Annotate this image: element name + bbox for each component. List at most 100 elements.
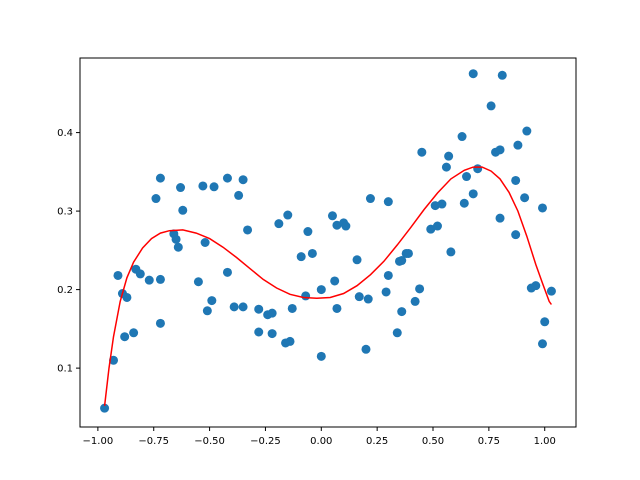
scatter-point bbox=[495, 145, 505, 155]
y-tick-label: 0.1 bbox=[57, 364, 73, 375]
scatter-point bbox=[444, 151, 454, 161]
y-axis-ticks: 0.1 0.2 0.3 0.4 bbox=[57, 128, 80, 375]
x-tick-label: 0.00 bbox=[310, 436, 332, 447]
x-tick-label: 0.25 bbox=[366, 436, 388, 447]
scatter-point bbox=[254, 327, 264, 337]
x-tick-label: −1.00 bbox=[83, 436, 114, 447]
scatter-point bbox=[361, 344, 371, 354]
fit-curve-series bbox=[103, 166, 553, 406]
scatter-point bbox=[426, 224, 436, 234]
scatter-point bbox=[441, 162, 451, 172]
scatter-point bbox=[155, 318, 165, 328]
scatter-point bbox=[113, 270, 123, 280]
scatter-point bbox=[109, 355, 119, 365]
scatter-point bbox=[200, 238, 210, 247]
scatter-point bbox=[285, 336, 295, 346]
scatter-point bbox=[468, 69, 478, 79]
scatter-point bbox=[155, 274, 165, 284]
scatter-point bbox=[511, 230, 521, 240]
scatter-point bbox=[457, 132, 467, 142]
y-tick-label: 0.2 bbox=[57, 285, 73, 296]
fit-curve-line bbox=[103, 166, 553, 406]
scatter-point bbox=[513, 140, 523, 150]
scatter-point bbox=[392, 328, 402, 338]
scatter-point bbox=[120, 332, 130, 342]
scatter-point bbox=[383, 270, 393, 280]
scatter-point bbox=[301, 291, 311, 301]
scatter-point bbox=[468, 189, 478, 199]
scatter-point bbox=[178, 205, 188, 215]
scatter-point bbox=[430, 201, 440, 211]
scatter-point bbox=[537, 203, 547, 213]
scatter-point bbox=[410, 296, 420, 306]
scatter-point bbox=[531, 281, 541, 291]
scatter-point bbox=[459, 198, 469, 208]
scatter-point bbox=[129, 328, 139, 338]
scatter-point bbox=[397, 307, 407, 317]
scatter-point bbox=[287, 303, 297, 313]
scatter-point bbox=[155, 173, 165, 183]
x-tick-label: 0.75 bbox=[478, 436, 500, 447]
scatter-point bbox=[446, 247, 456, 257]
scatter-point bbox=[511, 175, 521, 185]
scatter-point bbox=[202, 306, 212, 316]
scatter-point bbox=[365, 194, 375, 204]
scatter-point bbox=[283, 210, 293, 220]
scatter-point bbox=[363, 294, 373, 304]
scatter-point bbox=[274, 219, 284, 229]
scatter-point bbox=[222, 267, 232, 277]
y-tick-label: 0.3 bbox=[57, 207, 73, 218]
scatter-point bbox=[144, 275, 154, 285]
scatter-point bbox=[243, 225, 253, 235]
scatter-point bbox=[135, 269, 145, 279]
scatter-point bbox=[332, 303, 342, 313]
scatter-point bbox=[176, 183, 186, 193]
scatter-point bbox=[151, 194, 161, 204]
scatter-point bbox=[520, 193, 530, 203]
scatter-point bbox=[296, 252, 306, 262]
scatter-point bbox=[100, 403, 110, 413]
scatter-point bbox=[497, 70, 507, 80]
scatter-point bbox=[403, 248, 413, 258]
scatter-point bbox=[173, 242, 183, 252]
scatter-point bbox=[229, 302, 239, 312]
scatter-series bbox=[100, 69, 556, 413]
scatter-point bbox=[354, 292, 364, 302]
scatter-point bbox=[417, 147, 427, 157]
scatter-point bbox=[495, 213, 505, 223]
scatter-point bbox=[462, 172, 472, 182]
scatter-point bbox=[198, 181, 208, 191]
scatter-point bbox=[193, 277, 203, 287]
scatter-point bbox=[432, 221, 442, 231]
scatter-point bbox=[171, 234, 181, 244]
scatter-point bbox=[234, 190, 244, 200]
axes-frame bbox=[79, 57, 577, 428]
scatter-point bbox=[330, 276, 340, 286]
scatter-point bbox=[307, 248, 317, 258]
scatter-point bbox=[238, 302, 248, 312]
scatter-point bbox=[222, 173, 232, 183]
x-axis-ticks: −1.00 −0.75 −0.50 −0.25 0.00 0.25 0.50 0.75 1.00 bbox=[83, 427, 556, 447]
scatter-point bbox=[537, 339, 547, 349]
scatter-point bbox=[381, 287, 391, 297]
x-tick-label: −0.25 bbox=[250, 436, 281, 447]
x-tick-label: −0.75 bbox=[138, 436, 169, 447]
scatter-point bbox=[437, 199, 447, 209]
scatter-point bbox=[397, 256, 407, 266]
scatter-point bbox=[207, 296, 217, 306]
scatter-point bbox=[209, 182, 219, 192]
scatter-point bbox=[383, 197, 393, 207]
scatter-point bbox=[415, 284, 425, 294]
scatter-point bbox=[473, 164, 483, 174]
scatter-point bbox=[546, 286, 556, 296]
x-tick-label: 0.50 bbox=[422, 436, 444, 447]
scatter-point bbox=[254, 304, 264, 314]
scatter-point bbox=[341, 221, 351, 231]
scatter-point bbox=[316, 285, 326, 295]
x-tick-label: −0.50 bbox=[194, 436, 225, 447]
scatter-point bbox=[522, 126, 532, 136]
scatter-point bbox=[540, 317, 550, 327]
scatter-point bbox=[238, 175, 248, 185]
